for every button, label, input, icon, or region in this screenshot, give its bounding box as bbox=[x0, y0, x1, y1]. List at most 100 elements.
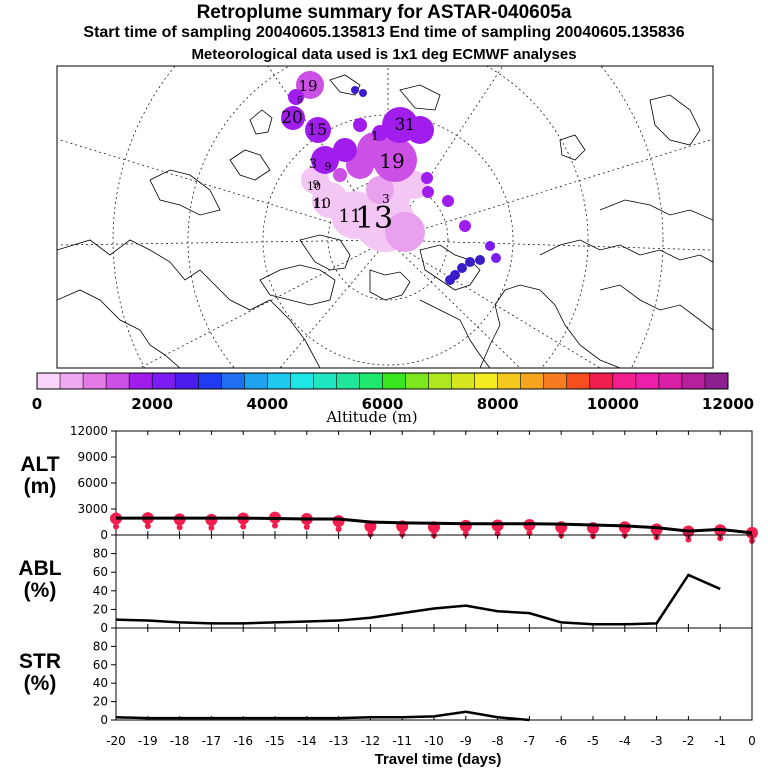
altitude-dot bbox=[335, 526, 342, 533]
colorbar-swatch bbox=[520, 373, 545, 389]
cluster-label: 20 bbox=[281, 108, 303, 128]
altitude-dot bbox=[332, 515, 345, 528]
cluster-marker bbox=[422, 186, 434, 198]
panel-label: (%) bbox=[24, 579, 57, 602]
cluster-marker bbox=[333, 138, 357, 162]
colorbar-swatch bbox=[382, 373, 406, 389]
colorbar-tick-label: 8000 bbox=[477, 395, 519, 413]
abl-line bbox=[115, 573, 721, 626]
y-tick-label: 20 bbox=[93, 695, 108, 709]
cluster-marker bbox=[366, 176, 394, 204]
cluster-marker bbox=[445, 275, 455, 285]
colorbar-tick-label: 6000 bbox=[362, 395, 404, 413]
cluster-label: 19 bbox=[298, 77, 317, 95]
cluster-label: 3 bbox=[382, 192, 390, 206]
x-tick-label: -12 bbox=[361, 734, 381, 748]
x-tick-label: -15 bbox=[265, 734, 285, 748]
altitude-dot bbox=[399, 531, 406, 538]
cluster-marker bbox=[475, 255, 485, 265]
colorbar-swatch bbox=[267, 373, 291, 389]
colorbar-tick-label: 10000 bbox=[587, 395, 639, 413]
colorbar-swatch bbox=[129, 373, 153, 389]
y-tick-label: 12000 bbox=[70, 424, 108, 438]
colorbar-swatch bbox=[198, 373, 222, 389]
cluster-marker bbox=[421, 172, 433, 184]
coastlines bbox=[57, 74, 713, 368]
cluster-label: 10 bbox=[313, 196, 331, 212]
colorbar-swatch bbox=[451, 373, 475, 389]
colorbar-swatch bbox=[60, 373, 84, 389]
y-tick-label: 0 bbox=[100, 713, 108, 727]
y-tick-label: 9000 bbox=[77, 450, 108, 464]
cluster-label: 3 bbox=[395, 115, 406, 135]
altitude-dot bbox=[144, 523, 151, 530]
cluster-label: 1 bbox=[405, 115, 415, 134]
colorbar-swatch bbox=[497, 373, 521, 389]
panel-label: STR bbox=[19, 650, 61, 673]
cluster-label: 9 bbox=[297, 96, 303, 106]
altitude-dot bbox=[685, 536, 692, 543]
colorbar-swatch bbox=[221, 373, 245, 389]
cluster-marker bbox=[305, 117, 331, 143]
panel-label: (%) bbox=[24, 672, 57, 695]
cluster-marker bbox=[459, 220, 471, 232]
x-tick-label: -18 bbox=[170, 734, 190, 748]
cluster-marker bbox=[316, 179, 334, 197]
cluster-marker bbox=[296, 71, 324, 99]
y-tick-label: 80 bbox=[93, 639, 108, 653]
colorbar-tick-label: 0 bbox=[32, 395, 42, 413]
altitude-dot bbox=[303, 523, 310, 530]
colorbar-swatch bbox=[428, 373, 452, 389]
x-tick-label: -5 bbox=[587, 734, 599, 748]
altitude-dot bbox=[208, 524, 215, 531]
cluster-marker bbox=[372, 125, 388, 141]
colorbar-label: Altitude (m) bbox=[325, 408, 417, 426]
panel-label: ALT bbox=[20, 453, 59, 476]
y-tick-label: 0 bbox=[100, 528, 108, 542]
altitude-dot bbox=[491, 519, 504, 532]
altitude-dot bbox=[367, 531, 374, 538]
colorbar-swatch bbox=[405, 373, 429, 389]
colorbar-swatch bbox=[658, 373, 683, 389]
y-tick-label: 3000 bbox=[77, 502, 108, 516]
colorbar-swatch bbox=[336, 373, 360, 389]
cluster-marker bbox=[311, 146, 339, 174]
cluster-label: 1 bbox=[371, 129, 379, 143]
colorbar-swatch bbox=[106, 373, 130, 389]
cluster-label: 11 bbox=[312, 197, 327, 211]
y-tick-label: 6000 bbox=[77, 476, 108, 490]
sampling-time-line: Start time of sampling 20040605.135813 E… bbox=[83, 24, 685, 41]
altitude-dot bbox=[205, 513, 218, 526]
cluster-label: 10 bbox=[307, 180, 321, 193]
colorbar-tick-label: 12000 bbox=[702, 395, 754, 413]
abl-panel: 0 20 40 60 80 ABL(%) bbox=[18, 534, 753, 635]
x-tick-label: -19 bbox=[138, 734, 158, 748]
altitude-dot bbox=[240, 523, 247, 530]
cluster-marker bbox=[359, 89, 367, 97]
cluster-marker bbox=[457, 263, 467, 273]
altitude-dot bbox=[113, 523, 119, 530]
colorbar-swatch bbox=[313, 373, 337, 389]
x-tick-label: -6 bbox=[555, 734, 567, 748]
x-tick-label: -17 bbox=[202, 734, 222, 748]
cluster-marker bbox=[351, 86, 359, 94]
colorbar-swatch bbox=[244, 373, 268, 389]
x-tick-label: -10 bbox=[424, 734, 444, 748]
colorbar-swatch bbox=[566, 373, 591, 389]
cluster-label: 9 bbox=[313, 178, 320, 191]
colorbar-swatch bbox=[589, 373, 614, 389]
cluster-label: 9 bbox=[325, 160, 332, 173]
str-panel: 0 20 40 60 80 STR(%) bbox=[19, 627, 753, 727]
altitude-dot bbox=[272, 522, 278, 529]
y-tick-label: 60 bbox=[93, 565, 108, 579]
x-tick-label: -9 bbox=[460, 734, 472, 748]
x-tick-label: -2 bbox=[682, 734, 694, 748]
cluster-label: 11 bbox=[339, 206, 362, 227]
cluster-label: 15 bbox=[307, 120, 327, 139]
cluster-marker bbox=[442, 195, 454, 207]
cluster-marker bbox=[406, 116, 434, 144]
altitude-colorbar bbox=[36, 372, 729, 390]
